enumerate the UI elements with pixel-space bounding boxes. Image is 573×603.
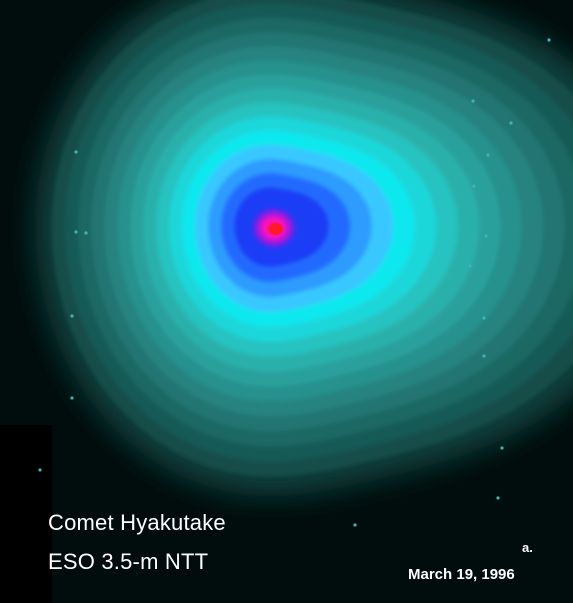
star-1 [74, 150, 78, 154]
comet-title: Comet Hyakutake [48, 510, 226, 535]
star-3 [84, 231, 88, 235]
observation-date: March 19, 1996 [408, 566, 515, 583]
star-15 [496, 496, 500, 500]
coma-contours [51, 0, 573, 477]
telescope-label: ESO 3.5-m NTT [48, 549, 209, 574]
dark-corner [0, 425, 52, 603]
star-5 [70, 396, 74, 400]
star-10 [484, 234, 488, 238]
star-2 [74, 230, 78, 234]
panel-label: a. [522, 540, 533, 555]
star-7 [509, 121, 513, 125]
star-8 [486, 153, 490, 157]
star-6 [471, 99, 475, 103]
star-18 [38, 468, 42, 472]
background-stars [38, 38, 551, 527]
comet-nucleus [248, 204, 300, 252]
star-9 [472, 184, 476, 188]
star-11 [468, 264, 472, 268]
star-13 [482, 354, 486, 358]
star-14 [500, 446, 504, 450]
star-12 [482, 316, 486, 320]
star-16 [547, 38, 551, 42]
star-4 [70, 314, 74, 318]
star-17 [353, 523, 357, 527]
